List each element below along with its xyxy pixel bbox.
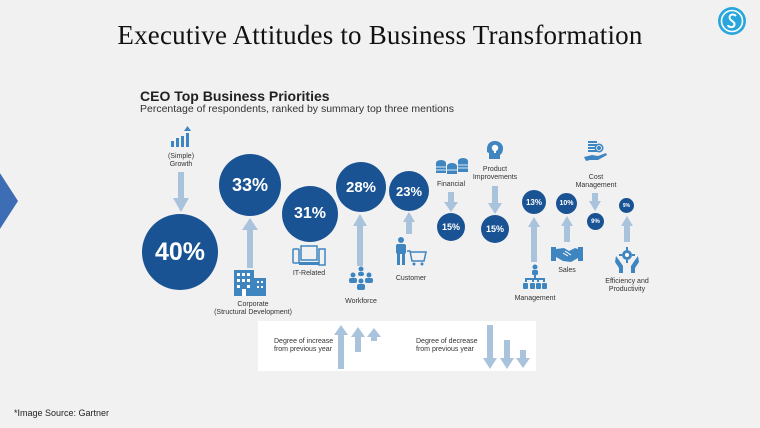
label-management: Management bbox=[514, 295, 556, 302]
label-growth: (Simple) Growth bbox=[167, 153, 195, 168]
bubble-workforce: 28% bbox=[336, 162, 386, 212]
legend-decrease-label: Degree of decrease from previous year bbox=[416, 338, 478, 353]
gear-hands-icon bbox=[615, 247, 639, 273]
bubble-corporate: 33% bbox=[219, 154, 281, 216]
bubble-cost-management: 9% bbox=[587, 213, 604, 230]
growth-chart-icon bbox=[171, 126, 191, 147]
slide-title: Executive Attitudes to Business Transfor… bbox=[117, 20, 643, 50]
label-it-related: IT-Related bbox=[292, 270, 326, 277]
label-sales: Sales bbox=[558, 267, 576, 274]
legend-increase-label: Degree of increase from previous year bbox=[274, 338, 334, 353]
computer-icon bbox=[292, 245, 326, 266]
bubble-it-related: 31% bbox=[282, 186, 338, 242]
chart-title: CEO Top Business Priorities bbox=[140, 88, 330, 104]
bubble-sales: 10% bbox=[556, 193, 577, 214]
increase-arrow bbox=[353, 214, 367, 266]
image-source-note: *Image Source: Gartner bbox=[14, 408, 110, 418]
decrease-arrow bbox=[589, 193, 601, 211]
chevron-right-icon[interactable] bbox=[0, 170, 18, 232]
decrease-arrow bbox=[444, 192, 458, 212]
swan-logo-icon bbox=[718, 7, 746, 35]
label-cost-management: Cost Management bbox=[575, 174, 617, 189]
bubble-customer: 23% bbox=[389, 171, 429, 211]
label-corporate: Corporate (Structural Development) bbox=[214, 301, 292, 316]
label-efficiency-productivity: Efficiency and Productivity bbox=[605, 278, 649, 293]
decrease-arrow bbox=[488, 186, 502, 214]
cost-hand-icon bbox=[584, 141, 607, 161]
legend-increase-arrows bbox=[334, 325, 381, 369]
lightbulb-head-icon bbox=[487, 141, 503, 159]
handshake-icon bbox=[551, 247, 583, 262]
increase-arrow bbox=[528, 217, 540, 262]
decrease-arrow bbox=[173, 172, 189, 212]
chart-legend: Degree of increase from previous year Deg… bbox=[258, 321, 536, 371]
bubble-efficiency: 9% bbox=[619, 198, 634, 213]
bubble-product-improvements: 15% bbox=[481, 215, 509, 243]
increase-arrow bbox=[242, 218, 258, 268]
label-financial: Financial bbox=[436, 181, 466, 188]
increase-arrow bbox=[403, 212, 415, 234]
bubble-financial: 15% bbox=[437, 213, 465, 241]
increase-arrow bbox=[561, 216, 573, 242]
increase-arrow bbox=[621, 216, 633, 242]
bubble-growth: 40% bbox=[142, 214, 218, 290]
bubble-management: 13% bbox=[522, 190, 546, 214]
coins-icon bbox=[436, 158, 468, 174]
label-workforce: Workforce bbox=[345, 298, 377, 305]
workforce-icon bbox=[349, 266, 373, 290]
chart-subtitle: Percentage of respondents, ranked by sum… bbox=[140, 103, 455, 115]
org-chart-icon bbox=[523, 264, 547, 289]
label-customer: Customer bbox=[395, 275, 427, 282]
label-product-improvements: Product Improvements bbox=[472, 166, 518, 181]
legend-decrease-arrows bbox=[483, 325, 530, 369]
customer-cart-icon bbox=[396, 237, 427, 266]
building-icon bbox=[234, 270, 266, 296]
